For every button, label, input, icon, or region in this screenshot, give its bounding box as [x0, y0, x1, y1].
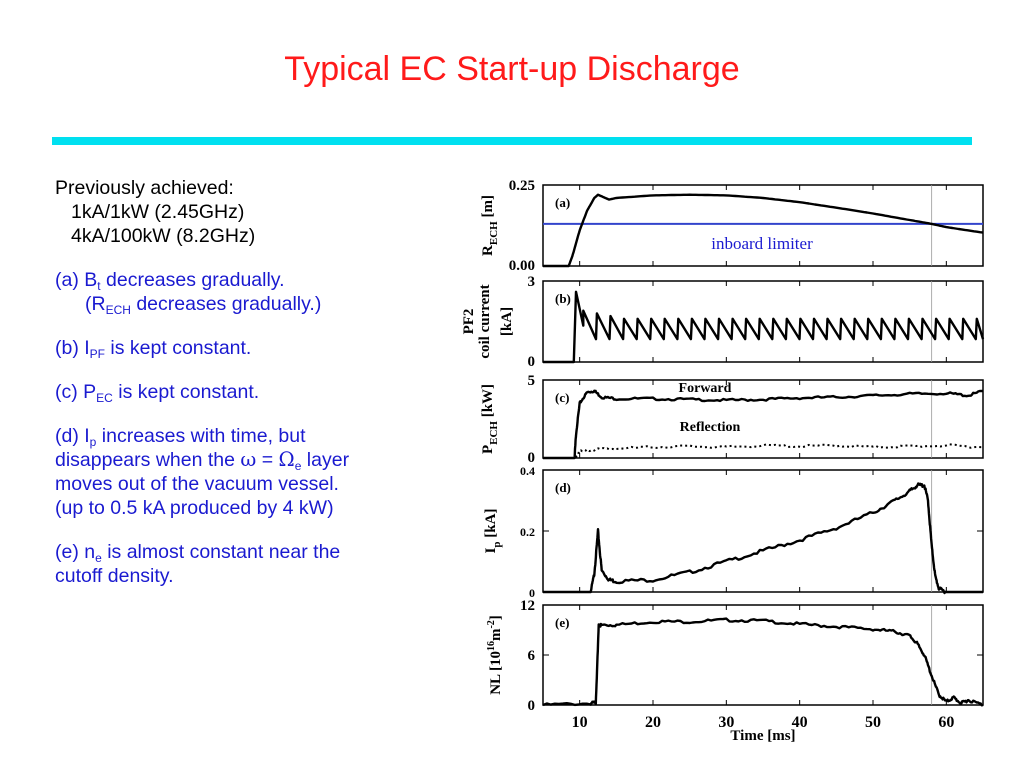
x-tick-label: 40	[792, 714, 808, 731]
series-line-d	[543, 482, 983, 595]
series-line-c-forward	[543, 389, 984, 460]
y-tick-label: 3	[528, 274, 536, 290]
note-d: (d) Ip increases with time, but	[55, 425, 306, 449]
series-line-a	[543, 193, 984, 268]
y-tick-label: 0	[529, 586, 535, 600]
notes-panel: Previously achieved: 1kA/1kW (2.45GHz) 4…	[55, 176, 455, 588]
y-tick-label: 0	[528, 698, 536, 714]
x-tick-label: 20	[645, 714, 661, 731]
y-tick-label: 0.00	[509, 258, 535, 274]
svg-text:[kA]: [kA]	[499, 307, 515, 336]
series-label-reflection: Reflection	[680, 420, 741, 435]
y-tick-label: 0.2	[520, 525, 535, 539]
prev-item-1: 1kA/1kW (2.45GHz)	[71, 201, 245, 223]
note-e: (e) ne is almost constant near the	[55, 541, 341, 565]
y-axis-label: NL [1016m-2]	[486, 615, 504, 695]
x-axis-label: Time [ms]	[730, 728, 795, 744]
note-a-sub: (RECH decreases gradually.)	[85, 293, 322, 317]
series-label-forward: Forward	[679, 381, 732, 396]
y-axis-label: PF2 coil current [kA]	[461, 284, 515, 358]
panel-e: 12 6 0 (e) NL [1016m-2]	[486, 598, 984, 714]
prev-item-2: 4kA/100kW (8.2GHz)	[71, 225, 256, 247]
y-tick-label: 5	[528, 373, 536, 389]
y-tick-label: 0	[528, 354, 536, 370]
x-tick-label: 50	[865, 714, 881, 731]
panel-c: 5 0 (c) PECH [kW] Forward Reflection	[480, 373, 984, 466]
note-e-line2: cutoff density.	[55, 565, 174, 587]
panel-frame	[542, 184, 984, 267]
y-tick-label: 0.25	[509, 178, 535, 194]
series-line-c-reflection	[543, 443, 983, 459]
panel-tag: (a)	[555, 195, 570, 210]
panel-frame	[542, 280, 984, 363]
y-axis-label: RECH [m]	[480, 195, 500, 256]
slide-title: Typical EC Start-up Discharge	[284, 50, 740, 88]
y-tick-label: 0.4	[520, 464, 535, 478]
panel-tag: (c)	[555, 390, 569, 405]
series-line-e	[542, 617, 984, 707]
title-divider	[52, 137, 972, 145]
y-axis-label: Ip [kA]	[483, 509, 503, 554]
panel-tag: (b)	[555, 291, 571, 306]
x-tick-label: 30	[718, 714, 734, 731]
limiter-annotation: inboard limiter	[711, 234, 813, 253]
panel-d: 0.4 0.2 0 (d) Ip [kA]	[483, 464, 984, 600]
x-tick-label: 60	[938, 714, 954, 731]
panel-frame	[542, 379, 984, 459]
y-tick-label: 6	[528, 648, 536, 664]
panel-tag: (e)	[555, 615, 569, 630]
y-tick-label: 0	[528, 450, 536, 466]
note-d-line2: disappears when the ω = Ωe layer	[55, 448, 350, 473]
note-d-line4: (up to 0.5 kA produced by 4 kW)	[55, 497, 334, 519]
y-axis-label: PECH [kW]	[480, 384, 500, 454]
note-b: (b) IPF is kept constant.	[55, 337, 252, 361]
panel-a: 0.25 0.00 (a) RECH [m] inboard limiter	[480, 178, 984, 274]
note-a: (a) Bt decreases gradually.	[55, 269, 285, 293]
panel-tag: (d)	[555, 480, 571, 495]
x-tick-label: 10	[572, 714, 588, 731]
prev-label: Previously achieved:	[55, 177, 234, 199]
note-d-line3: moves out of the vacuum vessel.	[55, 473, 339, 495]
series-line-b	[543, 290, 985, 364]
y-tick-label: 12	[520, 598, 535, 614]
note-c: (c) PEC is kept constant.	[55, 381, 260, 405]
svg-text:PF2: PF2	[461, 309, 477, 335]
panel-b: 3 0 (b) PF2 coil current [kA]	[461, 274, 985, 370]
svg-text:coil current: coil current	[477, 284, 493, 358]
